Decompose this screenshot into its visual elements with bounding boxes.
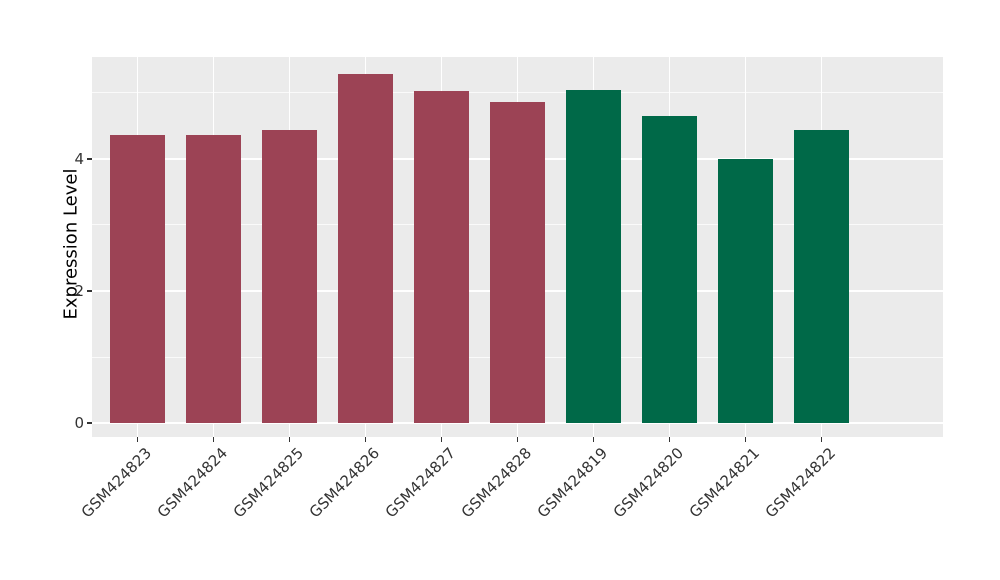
x-tick-label-GSM424822: GSM424822	[761, 444, 840, 522]
y-tick-2	[87, 290, 92, 292]
y-tick-0	[87, 422, 92, 424]
bar-GSM424824	[186, 134, 242, 424]
y-tick-label-0: 0	[74, 414, 84, 433]
bar-GSM424821	[717, 158, 773, 424]
y-tick-4	[87, 158, 92, 160]
x-tick-label-GSM424828: GSM424828	[457, 444, 536, 522]
x-tick-GSM424822	[820, 437, 823, 442]
plot-panel	[92, 57, 943, 437]
x-tick-GSM424825	[288, 437, 291, 442]
x-tick-GSM424824	[212, 437, 215, 442]
x-tick-GSM424826	[364, 437, 367, 442]
x-tick-label-GSM424821: GSM424821	[685, 444, 764, 522]
bar-GSM424826	[338, 74, 394, 424]
x-tick-label-GSM424826: GSM424826	[305, 444, 384, 522]
x-tick-label-GSM424823: GSM424823	[77, 444, 156, 522]
bar-GSM424828	[490, 101, 545, 424]
bar-GSM424822	[793, 130, 849, 424]
x-tick-label-GSM424825: GSM424825	[229, 444, 308, 522]
bar-GSM424823	[110, 134, 166, 424]
x-tick-label-GSM424819: GSM424819	[533, 444, 612, 522]
bar-GSM424820	[641, 116, 697, 424]
x-tick-label-GSM424820: GSM424820	[609, 444, 688, 522]
y-tick-label-4: 4	[74, 149, 84, 168]
x-tick-label-GSM424827: GSM424827	[381, 444, 460, 522]
bar-GSM424825	[262, 129, 318, 424]
x-tick-GSM424821	[744, 437, 747, 442]
x-tick-GSM424827	[440, 437, 443, 442]
x-tick-GSM424819	[592, 437, 595, 442]
bar-GSM424827	[414, 91, 470, 424]
x-tick-GSM424828	[516, 437, 519, 442]
bar-GSM424819	[565, 90, 621, 424]
x-tick-GSM424823	[136, 437, 139, 442]
y-tick-label-2: 2	[74, 281, 84, 300]
x-tick-label-GSM424824: GSM424824	[153, 444, 232, 522]
x-tick-GSM424820	[668, 437, 671, 442]
